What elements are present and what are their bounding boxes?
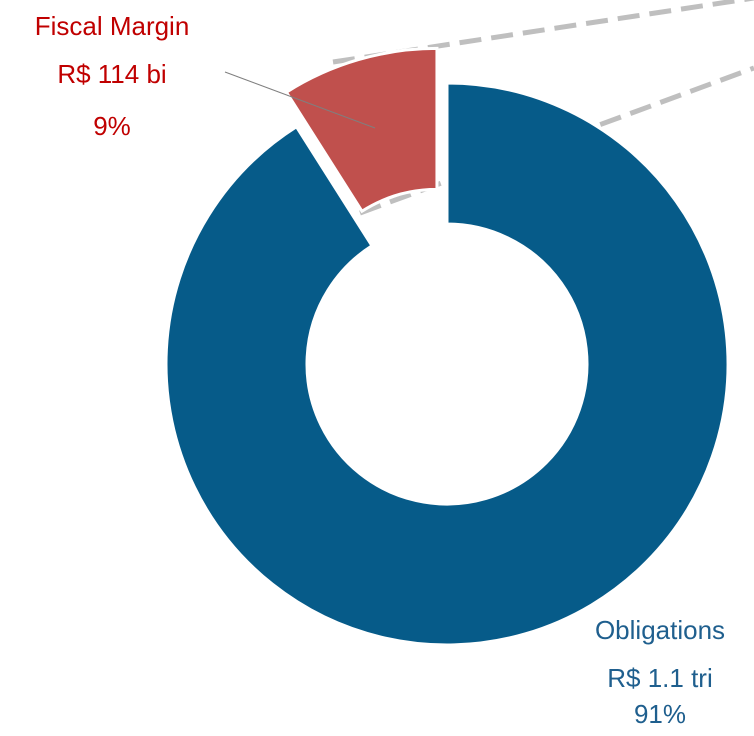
leader-line <box>224 71 376 129</box>
category-label: Obligations <box>595 615 725 645</box>
slice <box>164 81 730 647</box>
value-label: 91% <box>634 699 686 729</box>
amount-label: R$ 1.1 tri <box>607 663 713 693</box>
value-label: 9% <box>93 111 131 141</box>
slice <box>284 46 439 214</box>
amount-label: R$ 114 bi <box>57 59 166 89</box>
category-label: Fiscal Margin <box>35 11 190 41</box>
